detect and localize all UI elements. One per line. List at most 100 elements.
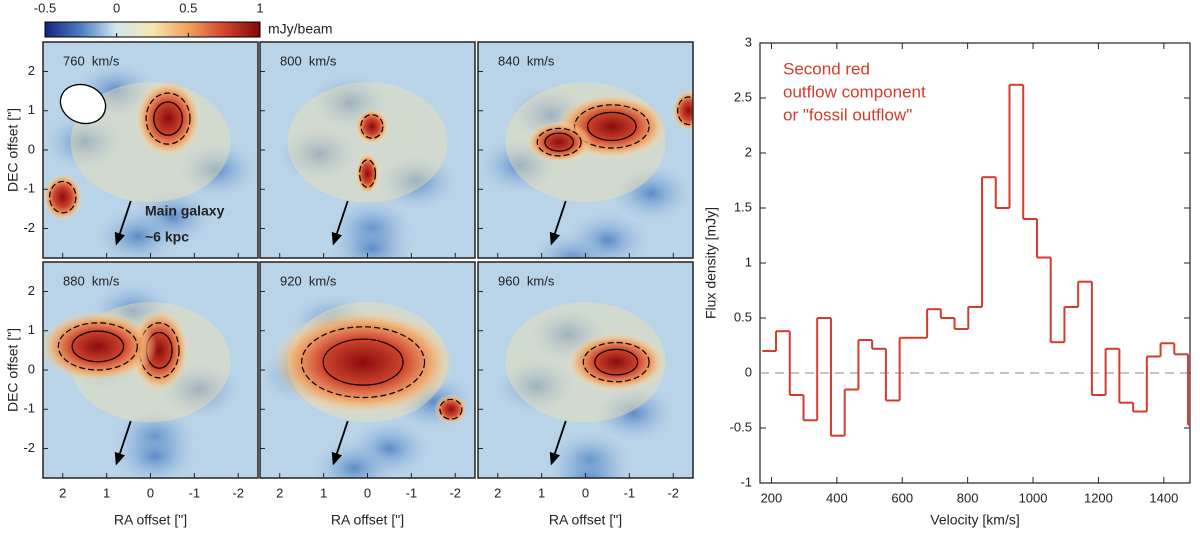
y-tick-label: 0	[28, 141, 35, 156]
panel-label: 960 km/s	[498, 273, 555, 288]
contour	[677, 96, 693, 126]
colorbar-tick-label: 0.5	[179, 0, 197, 15]
emission	[672, 90, 693, 132]
map-patch	[279, 125, 360, 182]
panel-label: 840 km/s	[498, 53, 555, 68]
map-patch	[97, 208, 178, 258]
x-tick-label: 1000	[1019, 490, 1048, 505]
map-patch	[176, 141, 257, 198]
emission	[270, 309, 456, 416]
emission	[135, 80, 201, 157]
y-tick-label: 3	[745, 34, 752, 49]
contour	[439, 398, 463, 420]
x-tick-label: -2	[449, 485, 461, 500]
contour	[153, 101, 183, 136]
y-tick-label: 2	[28, 63, 35, 78]
y-tick-label: -1	[740, 474, 752, 489]
x-tick-label: 2	[494, 485, 501, 500]
map-patch	[114, 428, 195, 478]
y-tick-label: 2	[745, 144, 752, 159]
x-tick-label: -1	[624, 485, 636, 500]
arrow	[114, 420, 132, 466]
map-patch	[593, 385, 674, 442]
arrow	[331, 420, 349, 466]
x-tick-label: 1	[320, 485, 327, 500]
y-tick-label: 0	[28, 361, 35, 376]
y-tick-label: 1	[745, 254, 752, 269]
contour	[536, 127, 582, 157]
panel-label: 760 km/s	[63, 53, 120, 68]
colorbar-label: mJy/beam	[268, 21, 333, 37]
y-tick-label: -0.5	[730, 419, 752, 434]
contour	[544, 132, 575, 152]
x-tick-label: 1400	[1149, 490, 1178, 505]
contour	[71, 330, 125, 363]
y-tick-label: 1.5	[734, 199, 752, 214]
annotation: Second red	[783, 59, 870, 78]
arrow	[549, 420, 567, 466]
y-tick-label: 0.5	[734, 309, 752, 324]
panel	[43, 42, 258, 258]
x-tick-label: 800	[957, 490, 979, 505]
annotation: outflow component	[783, 82, 926, 101]
map-patch	[375, 153, 456, 210]
contour	[582, 341, 650, 383]
contour	[301, 326, 426, 399]
x-tick-label: -2	[667, 485, 679, 500]
map-patch	[611, 165, 692, 222]
y-tick-label: 1	[28, 322, 35, 337]
map-patch	[331, 220, 412, 258]
x-tick-label: 1	[103, 485, 110, 500]
x-axis-label: RA offset ["]	[114, 512, 187, 528]
emission	[355, 108, 389, 145]
panel	[260, 262, 475, 478]
x-tick-label: -1	[189, 485, 201, 500]
y-tick-label: -1	[23, 401, 35, 416]
contour	[359, 159, 376, 188]
emission	[434, 394, 468, 425]
contour	[145, 92, 191, 145]
x-tick-label: 0	[582, 485, 589, 500]
x-tick-label: 2	[276, 485, 283, 500]
y-axis-label: DEC offset ["]	[5, 328, 21, 412]
panel-label: 800 km/s	[280, 53, 337, 68]
x-tick-label: 0	[364, 485, 371, 500]
panel	[478, 42, 693, 258]
spectrum	[762, 83, 1190, 437]
annotation: ~6 kpc	[145, 229, 189, 245]
x-tick-label: 600	[891, 490, 913, 505]
x-axis-label: RA offset ["]	[549, 512, 622, 528]
colorbar-tick-label: 1	[256, 0, 263, 15]
emission	[43, 173, 83, 221]
x-tick-label: 400	[826, 490, 848, 505]
contour	[594, 348, 639, 376]
x-tick-label: -2	[232, 485, 244, 500]
x-tick-label: 1200	[1084, 490, 1113, 505]
colorbar-tick-label: -0.5	[34, 0, 56, 15]
arrow	[114, 200, 132, 246]
emission	[526, 121, 593, 163]
x-tick-label: 0	[147, 485, 154, 500]
y-axis-label: DEC offset ["]	[5, 108, 21, 192]
panel	[43, 262, 258, 478]
annotation: Main galaxy	[145, 203, 225, 219]
y-axis-label: Flux density [mJy]	[703, 207, 719, 319]
map-patch	[44, 114, 125, 171]
contour	[48, 180, 77, 214]
colorbar-tick-label: 0	[113, 0, 120, 15]
beam	[59, 83, 107, 125]
contour	[586, 111, 637, 142]
panel-label: 920 km/s	[280, 273, 337, 288]
colorbar	[44, 21, 261, 38]
y-tick-label: -1	[23, 181, 35, 196]
map-patch	[497, 357, 578, 414]
map-patch	[549, 451, 630, 478]
x-tick-label: 2	[59, 485, 66, 500]
emission	[43, 311, 158, 382]
annotation: or "fossil outflow"	[783, 105, 912, 124]
x-tick-label: 1	[538, 485, 545, 500]
y-tick-label: -2	[23, 220, 35, 235]
contour	[322, 338, 404, 386]
y-tick-label: 0	[745, 364, 752, 379]
